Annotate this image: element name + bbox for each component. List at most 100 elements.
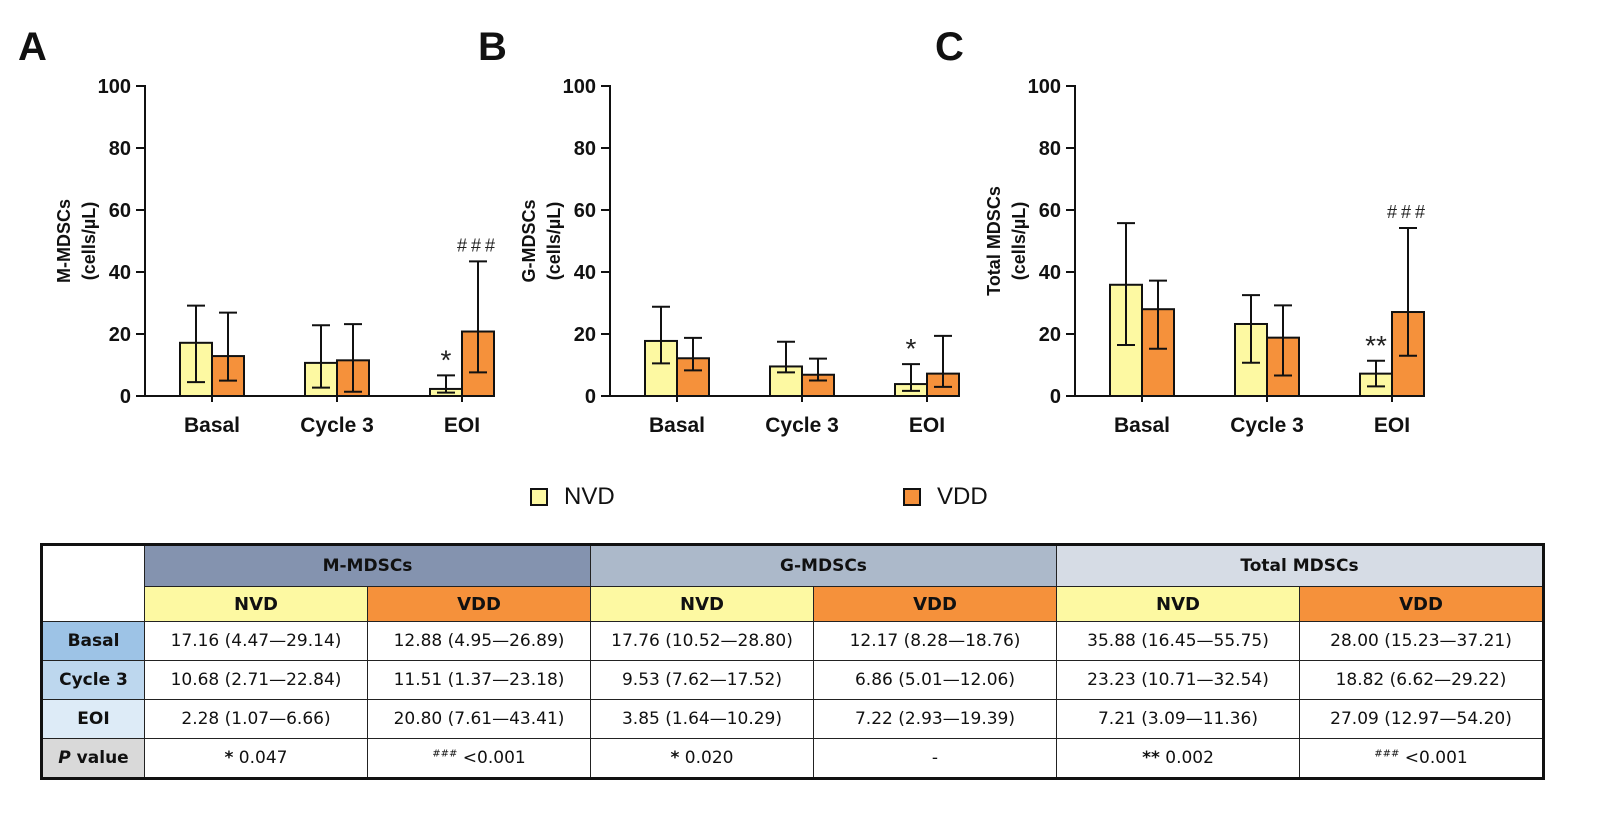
table-subheader-row: NVD VDD NVD VDD NVD VDD xyxy=(42,586,1543,622)
y-tick-label: 40 xyxy=(109,262,131,284)
pvalue-cell: * 0.020 xyxy=(590,738,814,778)
significance-label: ### xyxy=(1387,202,1429,222)
pvalue-mark: * xyxy=(670,748,680,768)
y-tick-label: 80 xyxy=(574,138,596,160)
y-axis-unit-label: (cells/µL) xyxy=(79,202,99,280)
table-cell: 7.21 (3.09—11.36) xyxy=(1056,699,1300,739)
table-subheader: NVD xyxy=(144,586,368,622)
x-tick-label: Cycle 3 xyxy=(765,414,839,437)
pvalue-value: <0.001 xyxy=(1399,748,1468,768)
table-subheader: VDD xyxy=(1299,586,1543,622)
x-tick-label: EOI xyxy=(909,414,945,437)
legend-swatch-nvd xyxy=(530,488,548,506)
pvalue-value: <0.001 xyxy=(457,748,526,768)
y-tick-label: 100 xyxy=(98,76,131,98)
significance-label: * xyxy=(906,333,917,364)
table-group-header-row: M-MDSCs G-MDSCs Total MDSCs xyxy=(42,545,1543,587)
table-group-header: G-MDSCs xyxy=(590,545,1057,587)
y-axis-label: Total MDSCs xyxy=(984,186,1004,296)
legend-label-nvd: NVD xyxy=(564,483,615,510)
y-tick-label: 20 xyxy=(574,324,596,346)
y-axis-label: M-MDSCs xyxy=(54,199,74,283)
x-tick-label: EOI xyxy=(444,414,480,437)
pvalue-mark: ### xyxy=(1374,748,1400,760)
table-cell: 18.82 (6.62—29.22) xyxy=(1299,660,1543,700)
x-tick-label: EOI xyxy=(1374,414,1410,437)
panel-letter: C xyxy=(935,25,964,69)
table-cell: 12.88 (4.95—26.89) xyxy=(367,621,591,661)
table-row-label: Cycle 3 xyxy=(42,660,145,700)
table-subheader: VDD xyxy=(813,586,1057,622)
table-subheader: NVD xyxy=(1056,586,1300,622)
x-tick-label: Basal xyxy=(649,414,705,437)
table-cell: 28.00 (15.23—37.21) xyxy=(1299,621,1543,661)
table-row-label: EOI xyxy=(42,699,145,739)
pvalue-value: 0.047 xyxy=(233,748,288,768)
pvalue-value: 0.002 xyxy=(1159,748,1214,768)
table-corner xyxy=(42,586,145,622)
y-tick-label: 20 xyxy=(109,324,131,346)
y-tick-label: 60 xyxy=(574,200,596,222)
y-tick-label: 40 xyxy=(1039,262,1061,284)
y-tick-label: 100 xyxy=(563,76,596,98)
panel-letter: B xyxy=(478,25,507,69)
table-cell: 17.76 (10.52—28.80) xyxy=(590,621,814,661)
pvalue-cell: - xyxy=(813,738,1057,778)
pvalue-cell: * 0.047 xyxy=(144,738,368,778)
table-cell: 17.16 (4.47—29.14) xyxy=(144,621,368,661)
table-cell: 2.28 (1.07—6.66) xyxy=(144,699,368,739)
table-row: Basal 17.16 (4.47—29.14) 12.88 (4.95—26.… xyxy=(42,621,1543,661)
legend-vdd: VDD xyxy=(903,483,988,511)
significance-label: ** xyxy=(1365,330,1387,361)
summary-table: M-MDSCs G-MDSCs Total MDSCs NVD VDD NVD … xyxy=(40,543,1545,780)
table-group-header: M-MDSCs xyxy=(144,545,591,587)
table-row-label: Basal xyxy=(42,621,145,661)
y-tick-label: 0 xyxy=(585,386,596,408)
pvalue-mark: ### xyxy=(432,748,458,760)
table-cell: 23.23 (10.71—32.54) xyxy=(1056,660,1300,700)
pvalue-cell: ### <0.001 xyxy=(1299,738,1543,778)
y-tick-label: 20 xyxy=(1039,324,1061,346)
table-row: EOI 2.28 (1.07—6.66) 20.80 (7.61—43.41) … xyxy=(42,699,1543,739)
x-tick-label: Cycle 3 xyxy=(300,414,374,437)
x-tick-label: Basal xyxy=(184,414,240,437)
table-cell: 10.68 (2.71—22.84) xyxy=(144,660,368,700)
panel-letter: A xyxy=(18,25,47,69)
x-tick-label: Basal xyxy=(1114,414,1170,437)
legend-nvd: NVD xyxy=(530,483,615,511)
y-axis-unit-label: (cells/µL) xyxy=(544,202,564,280)
y-tick-label: 60 xyxy=(109,200,131,222)
table-cell: 11.51 (1.37—23.18) xyxy=(367,660,591,700)
legend-label-vdd: VDD xyxy=(937,483,988,510)
table-cell: 20.80 (7.61—43.41) xyxy=(367,699,591,739)
y-tick-label: 40 xyxy=(574,262,596,284)
table-row: Cycle 3 10.68 (2.71—22.84) 11.51 (1.37—2… xyxy=(42,660,1543,700)
y-tick-label: 60 xyxy=(1039,200,1061,222)
pvalue-mark: * xyxy=(224,748,234,768)
table-cell: 12.17 (8.28—18.76) xyxy=(813,621,1057,661)
y-tick-label: 80 xyxy=(1039,138,1061,160)
x-tick-label: Cycle 3 xyxy=(1230,414,1304,437)
y-axis-unit-label: (cells/µL) xyxy=(1009,202,1029,280)
y-tick-label: 80 xyxy=(109,138,131,160)
y-tick-label: 100 xyxy=(1028,76,1061,98)
table-cell: 3.85 (1.64—10.29) xyxy=(590,699,814,739)
table-cell: 27.09 (12.97—54.20) xyxy=(1299,699,1543,739)
pvalue-value: - xyxy=(931,748,939,768)
y-tick-label: 0 xyxy=(1050,386,1061,408)
pvalue-mark: ** xyxy=(1142,748,1160,768)
table-corner xyxy=(42,545,145,587)
p-label-rest: value xyxy=(70,748,129,768)
table-subheader: NVD xyxy=(590,586,814,622)
significance-label: ### xyxy=(457,235,499,255)
pvalue-cell: ** 0.002 xyxy=(1056,738,1300,778)
table-pvalue-row: P value * 0.047 ### <0.001 * 0.020 - ** … xyxy=(42,738,1543,778)
pvalue-value: 0.020 xyxy=(679,748,734,768)
pvalue-cell: ### <0.001 xyxy=(367,738,591,778)
p-italic: P xyxy=(58,748,71,768)
significance-label: * xyxy=(441,344,452,375)
table-row-label: P value xyxy=(42,738,145,778)
table-group-header: Total MDSCs xyxy=(1056,545,1543,587)
legend-swatch-vdd xyxy=(903,488,921,506)
